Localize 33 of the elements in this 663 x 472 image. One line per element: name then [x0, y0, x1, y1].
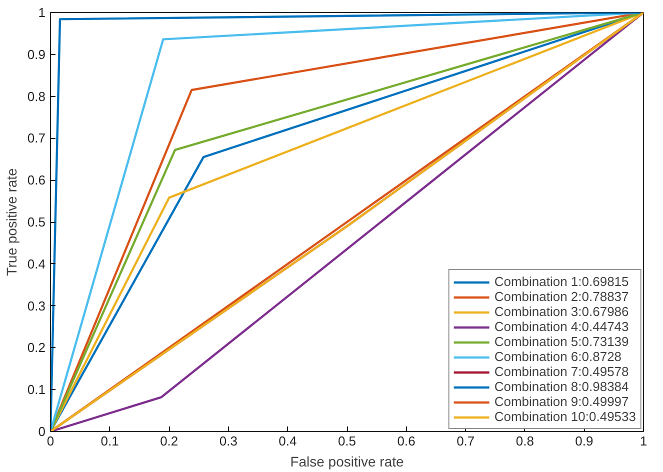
x-tick-label: 0.8: [516, 434, 534, 448]
legend-label: Combination 1:0.69815: [494, 274, 629, 289]
y-axis-title: True positive rate: [3, 168, 20, 276]
x-tick-label: 0.2: [160, 434, 178, 448]
y-tick-label: 0.5: [27, 214, 46, 230]
legend-label: Combination 4:0.44743: [494, 319, 629, 334]
x-tick-label: 1: [640, 434, 648, 448]
legend-label: Combination 5:0.73139: [494, 334, 629, 349]
x-tick-label: 0.5: [338, 434, 356, 448]
y-tick-label: 0.7: [27, 130, 46, 146]
y-tick-label: 0.4: [27, 256, 46, 272]
legend-label: Combination 6:0.8728: [494, 349, 622, 364]
y-tick-label: 0.8: [27, 88, 46, 104]
y-tick-label: 0.2: [27, 340, 46, 356]
x-tick-label: 0.7: [456, 434, 475, 448]
legend-label: Combination 3:0.67986: [494, 304, 629, 319]
legend-label: Combination 2:0.78837: [494, 289, 629, 304]
y-tick-label: 0.3: [27, 298, 46, 314]
legend-label: Combination 9:0.49997: [494, 394, 629, 409]
legend-label: Combination 7:0.49578: [494, 364, 629, 379]
y-tick-label: 0.1: [27, 382, 46, 398]
legend-label: Combination 8:0.98384: [494, 379, 629, 394]
x-tick-label: 0.9: [575, 434, 594, 448]
x-tick-label: 0.1: [100, 434, 119, 448]
x-tick-label: 0.3: [219, 434, 238, 448]
y-tick-label: 0: [38, 424, 46, 439]
legend-label: Combination 10:0.49533: [494, 409, 636, 424]
y-tick-label: 0.9: [27, 46, 46, 62]
x-axis-title: False positive rate: [290, 454, 404, 470]
y-tick-label: 0.6: [27, 172, 46, 188]
y-tick-label: 1: [38, 5, 46, 20]
x-tick-label: 0.6: [397, 434, 416, 448]
x-tick-label: 0.4: [278, 434, 297, 448]
